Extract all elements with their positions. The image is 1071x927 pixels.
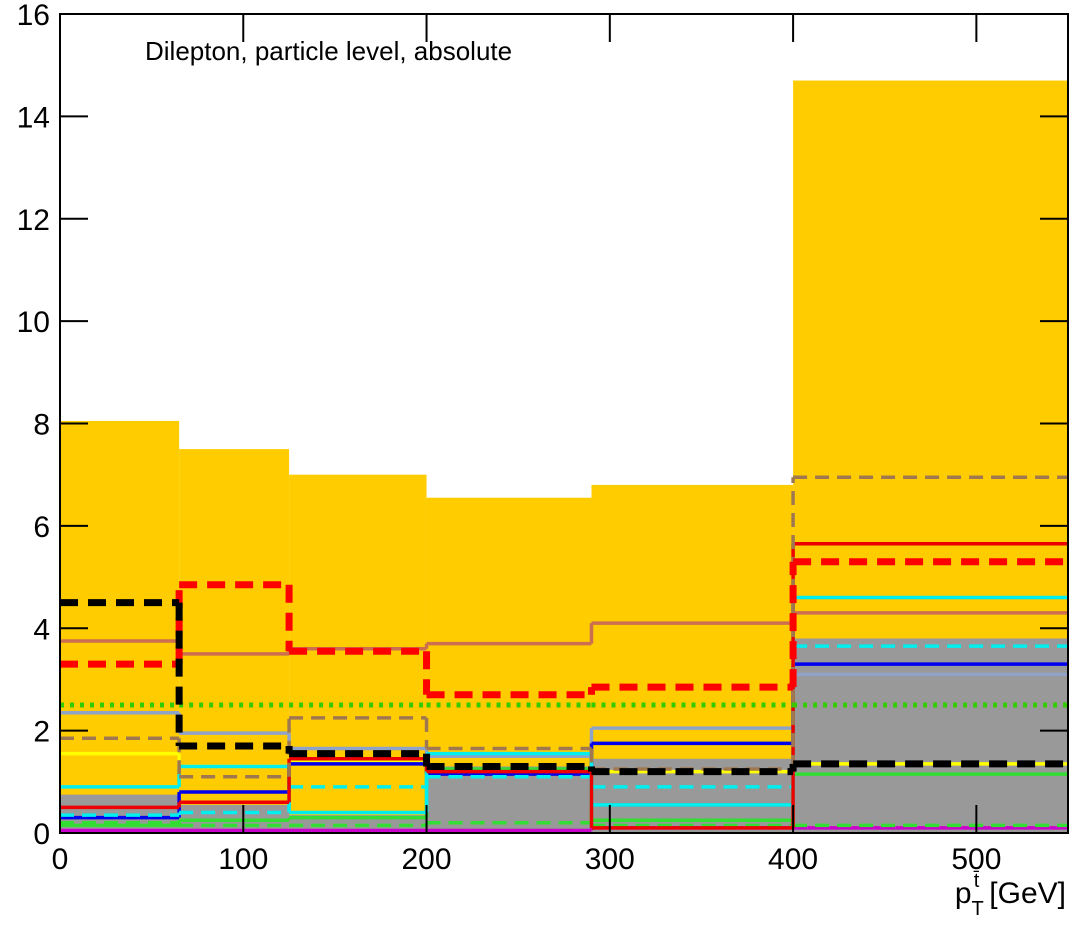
y-tick-label: 4 xyxy=(33,613,50,646)
y-tick-label: 0 xyxy=(33,818,50,851)
x-label-symbol: p xyxy=(955,877,972,910)
y-tick-label: 14 xyxy=(17,101,50,134)
x-tick-label: 0 xyxy=(52,843,69,876)
x-tick-label: 400 xyxy=(768,843,818,876)
x-tick-label: 500 xyxy=(951,843,1001,876)
x-tick-label: 300 xyxy=(585,843,635,876)
bar xyxy=(793,638,1068,833)
bar xyxy=(179,449,290,833)
y-tick-label: 2 xyxy=(33,716,50,749)
x-tick-label: 200 xyxy=(402,843,452,876)
y-tick-label: 12 xyxy=(17,204,50,237)
y-tick-label: 8 xyxy=(33,409,50,442)
x-axis-label: pTt̄ [GeV] xyxy=(955,870,1066,920)
x-tick-label: 100 xyxy=(218,843,268,876)
y-tick-label: 6 xyxy=(33,511,50,544)
x-label-unit: [GeV] xyxy=(989,877,1066,910)
y-tick-label: 10 xyxy=(17,306,50,339)
x-label-sup: t̄ xyxy=(973,870,979,892)
annotation: Dilepton, particle level, absolute xyxy=(145,36,512,66)
bar xyxy=(60,420,180,833)
x-label-sub: T xyxy=(972,898,984,920)
y-tick-label: 16 xyxy=(17,0,50,32)
